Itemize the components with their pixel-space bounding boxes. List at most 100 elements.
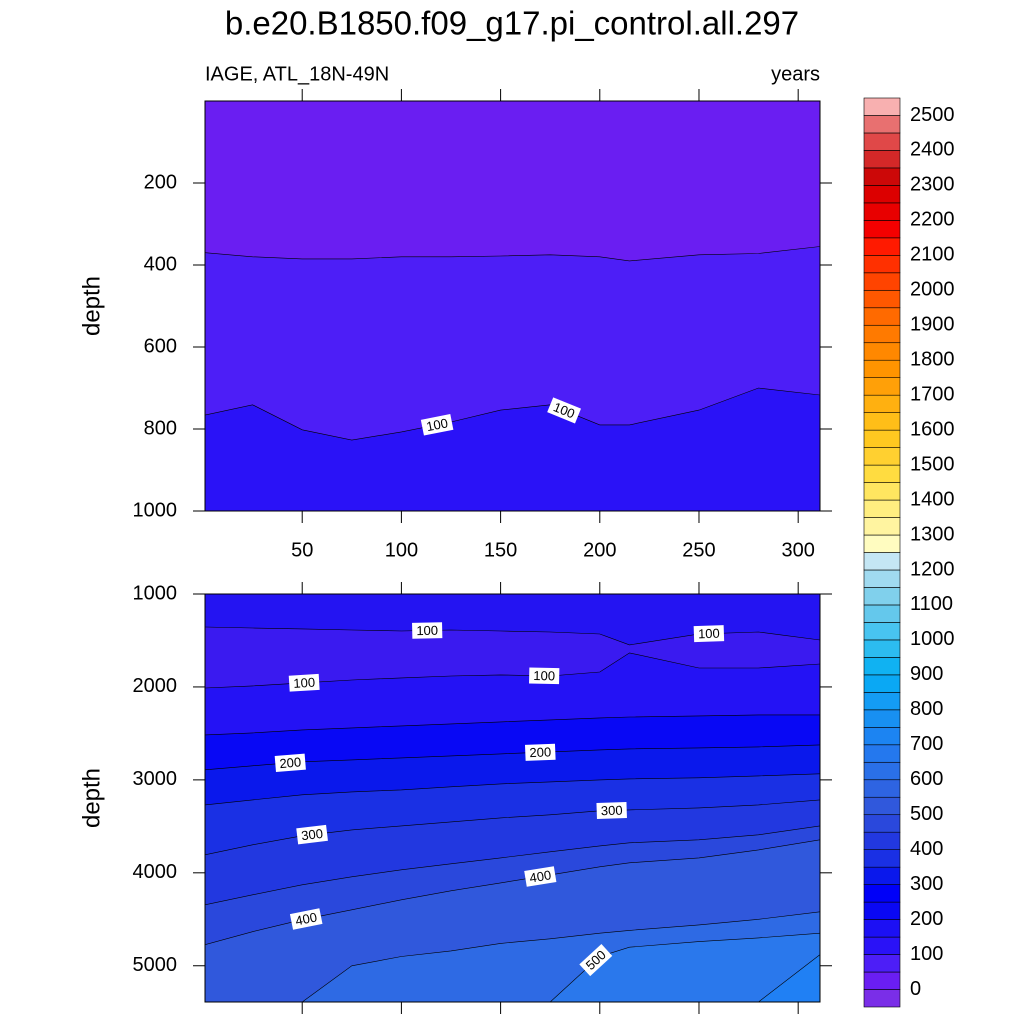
- colorbar-box: [863, 779, 901, 798]
- contour-label-text: 400: [528, 867, 552, 885]
- colorbar-label: 700: [910, 733, 943, 755]
- contour-line: [205, 773, 820, 806]
- contour-label-box: [412, 622, 443, 639]
- chart-title: b.e20.B1850.f09_g17.pi_control.all.297: [225, 5, 799, 42]
- colorbar-label: 1100: [910, 593, 953, 615]
- y-tick-label: 200: [144, 171, 177, 193]
- contour-label: 300: [596, 802, 627, 819]
- colorbar-box: [863, 744, 901, 763]
- colorbar-label: 100: [910, 943, 943, 965]
- contour-label-box: [296, 824, 328, 845]
- colorbar-box: [863, 482, 901, 501]
- y-tick-label: 2000: [133, 675, 178, 697]
- colorbar-box: [863, 814, 901, 833]
- colorbar-box: [863, 499, 901, 518]
- colorbar-label: 1300: [910, 523, 955, 545]
- colorbar-box: [863, 674, 901, 693]
- colorbar-box: [863, 324, 901, 344]
- colorbar-box: [863, 359, 901, 378]
- colorbar-box: [863, 796, 901, 816]
- contour-label-box: [524, 743, 556, 761]
- colorbar-box: [863, 727, 901, 746]
- colorbar-box: [863, 237, 901, 256]
- contour-line: [205, 387, 820, 441]
- contour-line: [302, 911, 820, 1002]
- colorbar-box: [863, 132, 901, 151]
- contour-label-box: [579, 944, 613, 977]
- colorbar-label: 2400: [910, 139, 955, 161]
- contour-label: 100: [529, 667, 560, 685]
- colorbar-box: [863, 464, 901, 483]
- contour-label-box: [693, 625, 725, 643]
- contour-label-text: 100: [425, 415, 449, 434]
- colorbar-box: [863, 831, 901, 850]
- colorbar-label: 900: [910, 663, 943, 685]
- y-tick-label: 400: [144, 253, 177, 275]
- colorbar-box: [863, 342, 901, 361]
- contour-line: [205, 825, 820, 906]
- subtitle-right: years: [771, 63, 820, 85]
- colorbar-label: 300: [910, 873, 943, 895]
- colorbar-box: [863, 604, 901, 623]
- plot-frame: [204, 100, 821, 512]
- contour-label-text: 100: [533, 668, 555, 683]
- contour-label-text: 100: [293, 675, 316, 691]
- colorbar-box: [863, 150, 901, 169]
- contour-label: 400: [524, 866, 557, 887]
- contour-label-box: [529, 667, 560, 685]
- colorbar-label: 1400: [910, 488, 955, 510]
- colorbar-label: 1200: [910, 558, 955, 580]
- colorbar-box: [863, 692, 901, 711]
- colorbar-box: [863, 167, 901, 186]
- contour-label: 200: [524, 743, 556, 761]
- y-tick-label: 1000: [133, 582, 178, 604]
- colorbar-box: [863, 220, 901, 239]
- contour-label-text: 300: [601, 803, 623, 819]
- colorbar-label: 2300: [910, 174, 955, 196]
- y-tick-label: 5000: [133, 954, 178, 976]
- colorbar-box: [863, 971, 901, 990]
- subtitle-left: IAGE, ATL_18N-49N: [205, 63, 389, 85]
- colorbar-box: [863, 866, 901, 885]
- x-tick-label: 250: [682, 539, 715, 561]
- colorbar-box: [863, 394, 901, 413]
- contour-label-text: 100: [416, 623, 438, 638]
- y-tick-label: 4000: [133, 861, 178, 883]
- x-tick-label: 150: [484, 539, 517, 561]
- colorbar-label: 600: [910, 768, 943, 790]
- colorbar-label: 2200: [910, 209, 955, 231]
- colorbar-label: 1700: [910, 383, 955, 405]
- y-tick-label: 1000: [133, 499, 178, 521]
- colorbar-label: 1000: [910, 628, 955, 650]
- x-tick-label: 200: [583, 539, 616, 561]
- contour-label: 200: [274, 753, 306, 772]
- x-tick-label: 50: [291, 539, 313, 561]
- contour-label: 100: [420, 414, 454, 436]
- colorbar-box: [863, 412, 901, 431]
- colorbar-label: 500: [910, 803, 943, 825]
- y-axis-label: depth: [78, 276, 105, 336]
- contour-label-box: [420, 414, 454, 436]
- colorbar-box: [863, 761, 901, 781]
- contour-label: 100: [547, 397, 582, 424]
- contour-fill: [550, 933, 820, 1002]
- contour-label-text: 200: [529, 744, 551, 760]
- colorbar-box: [863, 936, 901, 955]
- colorbar-box: [863, 272, 901, 291]
- colorbar-box: [863, 255, 901, 274]
- colorbar-box: [863, 202, 901, 221]
- colorbar-label: 0: [910, 978, 921, 1000]
- x-tick-label: 100: [385, 539, 418, 561]
- contour-label: 100: [288, 673, 320, 692]
- colorbar-label: 800: [910, 698, 943, 720]
- colorbar-box: [863, 709, 901, 728]
- colorbar-label: 1500: [910, 453, 955, 475]
- colorbar-box: [863, 289, 901, 309]
- colorbar-box: [863, 622, 901, 641]
- y-tick-label: 3000: [133, 768, 178, 790]
- contour-label-text: 400: [294, 909, 318, 928]
- colorbar-label: 400: [910, 838, 943, 860]
- colorbar-label: 1900: [910, 314, 955, 336]
